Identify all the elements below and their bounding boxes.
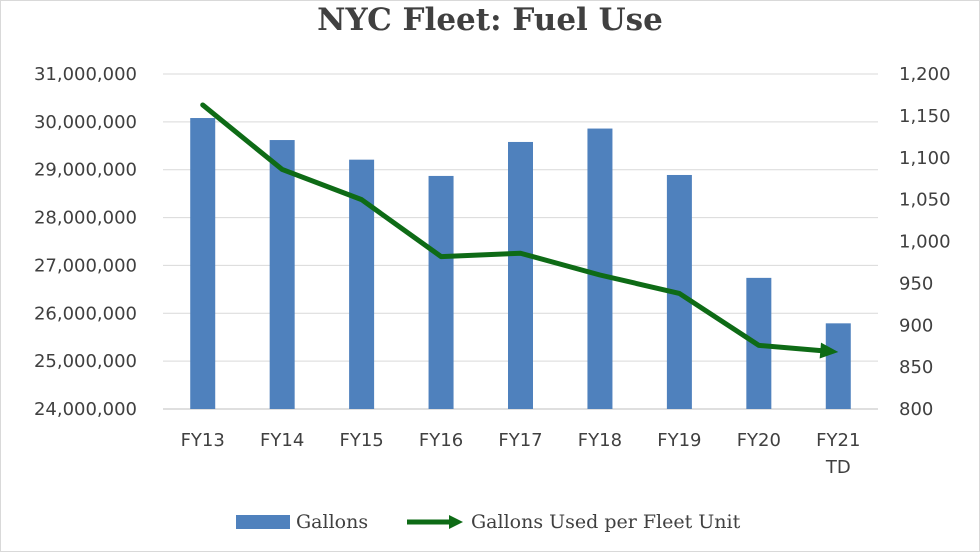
bar (587, 128, 613, 410)
series-line (200, 102, 825, 354)
bar (269, 140, 295, 410)
y-right-tick-label: 900 (899, 315, 933, 336)
x-tick-label: FY18 (578, 430, 622, 451)
y-right-tick-label: 1,100 (899, 148, 951, 169)
x-tick-label: FY21 (816, 430, 860, 451)
y-right-tick-label: 1,200 (899, 64, 951, 85)
y-right-tick-label: 850 (899, 357, 933, 378)
x-tick-label: FY19 (657, 430, 701, 451)
x-tick-label: FY15 (339, 430, 383, 451)
y-left-tick-label: 28,000,000 (34, 208, 137, 229)
bar (508, 141, 533, 409)
y-right-tick-label: 1,050 (899, 190, 951, 211)
x-tick-label: FY14 (260, 430, 304, 451)
y-left-tick-label: 24,000,000 (34, 399, 137, 420)
x-tick-label: FY20 (737, 430, 781, 451)
y-left-tick-label: 26,000,000 (34, 303, 137, 324)
legend-swatch-bar (236, 515, 290, 529)
y-right-tick-label: 1,150 (899, 106, 951, 127)
y-left-tick-label: 27,000,000 (34, 255, 137, 276)
y-right-tick-label: 800 (899, 399, 933, 420)
bar (825, 323, 851, 409)
y-left-tick-label: 25,000,000 (34, 351, 137, 372)
x-tick-label: FY13 (181, 430, 225, 451)
x-tick-label: TD (825, 457, 851, 478)
y-left-tick-label: 31,000,000 (34, 64, 137, 85)
legend-item-gallons: Gallons (236, 511, 368, 533)
legend-item-gallons-per-unit: Gallons Used per Fleet Unit (405, 511, 740, 533)
bar (428, 175, 454, 409)
chart-legend: Gallons Gallons Used per Fleet Unit (0, 511, 980, 541)
y-right-tick-label: 1,000 (899, 232, 951, 253)
x-tick-label: FY17 (498, 430, 542, 451)
legend-label-gallons-per-unit: Gallons Used per Fleet Unit (471, 511, 741, 533)
legend-label-gallons: Gallons (296, 511, 369, 533)
y-right-tick-label: 950 (899, 273, 933, 294)
bar (190, 118, 216, 410)
legend-swatch-line-arrow (407, 515, 463, 529)
series-line-arrowhead (819, 342, 839, 359)
x-tick-label: FY16 (419, 430, 463, 451)
y-left-tick-label: 29,000,000 (34, 160, 137, 181)
chart-title: NYC Fleet: Fuel Use (317, 2, 663, 38)
y-left-tick-label: 30,000,000 (34, 112, 137, 133)
